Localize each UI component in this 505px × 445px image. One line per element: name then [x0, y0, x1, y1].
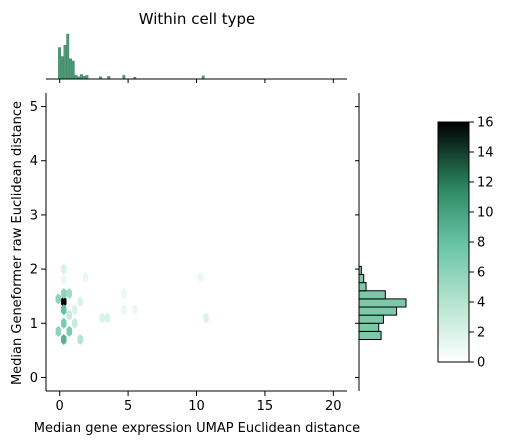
- x-marginal-bar: [66, 33, 70, 80]
- x-marginal-bar: [69, 58, 72, 80]
- hexbin: [203, 312, 209, 324]
- x-tick-label: 20: [325, 399, 342, 414]
- x-marginal-bar: [85, 75, 89, 80]
- x-marginal-bar: [60, 56, 64, 80]
- x-tick-label: 5: [124, 399, 132, 414]
- x-tick-label: 10: [188, 399, 205, 414]
- x-axis-label: Median gene expression UMAP Euclidean di…: [34, 421, 360, 436]
- colorbar-tick-label: 6: [477, 266, 485, 281]
- y-marginal-bar: [358, 314, 384, 324]
- hexbin: [55, 293, 62, 305]
- y-marginal-bar: [358, 274, 365, 284]
- colorbar-tick-label: 14: [477, 146, 494, 161]
- x-marginal-bar: [74, 75, 78, 80]
- y-tick-label: 1: [30, 317, 38, 332]
- hexbin: [99, 312, 105, 324]
- hexbin: [72, 304, 78, 316]
- colorbar-tick-label: 2: [477, 326, 485, 341]
- y-tick-label: 3: [30, 208, 38, 223]
- x-marginal-bar: [71, 60, 75, 80]
- colorbar: 0 2 4 6 8 10 12 14 16: [437, 116, 494, 371]
- colorbar-tick-label: 16: [477, 116, 494, 131]
- colorbar-tick-label: 0: [477, 356, 485, 371]
- hexbin: [77, 296, 83, 308]
- hexbin: [61, 263, 67, 275]
- x-marginal-histogram: [46, 33, 347, 83]
- hexbin: [121, 287, 127, 299]
- x-tick-label: 15: [257, 399, 274, 414]
- y-marginal-bar: [358, 330, 382, 341]
- hexbin: [66, 287, 72, 299]
- chart-title: Within cell type: [139, 10, 256, 28]
- x-marginal-bar: [122, 75, 126, 80]
- hexbin: [66, 309, 72, 321]
- hexbin: [61, 304, 67, 316]
- x-marginal-bar: [80, 74, 83, 80]
- hexbin: [61, 317, 67, 329]
- y-marginal-bar: [358, 306, 398, 316]
- y-tick-label: 0: [30, 371, 38, 386]
- y-marginal-bar: [358, 282, 367, 292]
- hexbin: [66, 325, 72, 337]
- y-tick-label: 5: [30, 100, 38, 115]
- colorbar-tick-label: 4: [477, 296, 485, 311]
- hexbin: [197, 271, 204, 283]
- y-marginal-bar: [358, 322, 380, 332]
- hexbin: [61, 287, 67, 299]
- y-axis-label: Median Geneformer raw Euclidean distance: [10, 101, 25, 385]
- colorbar-tick-label: 8: [477, 236, 485, 251]
- hexbin: [61, 296, 67, 308]
- y-marginal-histogram: [355, 93, 407, 391]
- y-tick-label: 2: [30, 263, 38, 278]
- hexbin: [121, 304, 127, 316]
- hexbin: [61, 334, 67, 346]
- colorbar-tick-label: 12: [477, 176, 494, 191]
- main-hexbin-plot: 0 5 10 15 20 0 1 2 3 4 5: [30, 93, 347, 414]
- hexbin: [77, 334, 83, 346]
- hexbin: [72, 317, 78, 329]
- hexbin: [55, 325, 62, 337]
- colorbar-tick-label: 10: [477, 206, 494, 221]
- x-marginal-bar: [58, 47, 61, 80]
- y-tick-label: 4: [30, 154, 38, 169]
- hexbin: [82, 271, 89, 283]
- y-marginal-bar: [358, 290, 386, 300]
- hexbin: [132, 304, 138, 316]
- x-tick-label: 0: [56, 399, 64, 414]
- x-marginal-bar: [63, 45, 67, 80]
- hexbin: [104, 312, 111, 324]
- colorbar-gradient: [437, 121, 470, 363]
- y-marginal-bar: [358, 298, 407, 308]
- hexbin: [61, 274, 67, 286]
